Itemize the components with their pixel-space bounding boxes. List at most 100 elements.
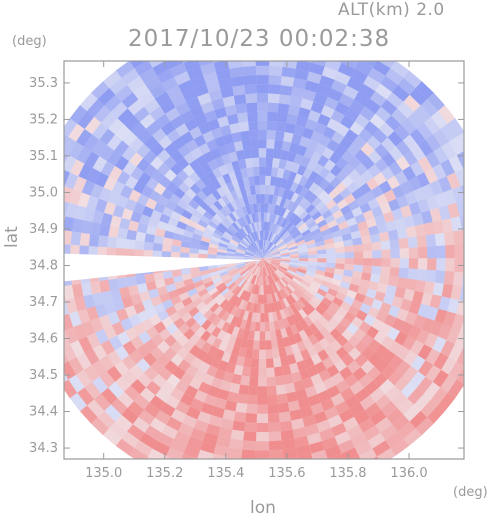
radar-cell xyxy=(409,128,426,146)
radar-cell xyxy=(335,263,345,270)
radar-cell xyxy=(343,295,355,306)
radar-cell xyxy=(260,249,263,259)
radar-cell xyxy=(122,370,138,386)
radar-cell xyxy=(381,249,391,259)
radar-cell xyxy=(376,282,388,294)
radar-cell xyxy=(256,432,269,442)
radar-cell xyxy=(353,328,367,341)
radar-cell xyxy=(241,139,251,150)
radar-cell xyxy=(298,308,308,319)
radar-cell xyxy=(189,344,201,357)
radar-cell xyxy=(150,156,164,170)
radar-cell xyxy=(114,155,130,171)
radar-cell xyxy=(239,279,248,289)
radar-cell xyxy=(64,230,72,245)
radar-cell xyxy=(244,253,254,257)
radar-cell xyxy=(403,215,415,228)
radar-cell xyxy=(189,476,207,489)
radar-cell xyxy=(330,164,343,177)
radar-cell xyxy=(241,48,256,58)
radar-cell xyxy=(296,144,308,157)
radar-cell xyxy=(122,161,137,176)
radar-cell xyxy=(170,210,182,221)
radar-cell xyxy=(317,155,330,167)
radar-cell xyxy=(189,27,207,40)
radar-cell xyxy=(469,213,481,229)
radar-cell xyxy=(325,267,335,274)
radar-cell xyxy=(272,158,280,168)
radar-cell xyxy=(388,146,404,162)
radar-cell xyxy=(459,215,464,231)
radar-cell xyxy=(262,258,272,260)
radar-cell xyxy=(273,301,280,312)
radar-cell xyxy=(268,422,281,433)
radar-cell xyxy=(379,302,392,315)
radar-cell xyxy=(268,84,281,95)
radar-cell xyxy=(327,453,344,459)
radar-cell xyxy=(64,169,70,187)
radar-cell xyxy=(133,106,150,122)
radar-cell xyxy=(314,292,325,302)
radar-cell xyxy=(228,243,238,249)
radar-cell xyxy=(238,299,246,310)
radar-cell xyxy=(150,295,163,307)
radar-cell xyxy=(64,352,69,364)
radar-cell xyxy=(99,279,111,293)
radar-cell xyxy=(312,232,323,240)
radar-cell xyxy=(420,399,438,418)
radar-cell xyxy=(304,80,320,93)
radar-cell xyxy=(84,116,102,135)
radar-cell xyxy=(282,169,291,180)
radar-cell xyxy=(262,249,266,259)
radar-cell xyxy=(268,312,274,322)
radar-cell xyxy=(421,317,435,333)
radar-cell xyxy=(389,267,400,278)
radar-cell xyxy=(366,326,379,339)
radar-cell xyxy=(245,93,257,104)
radar-cell xyxy=(170,340,183,354)
radar-cell xyxy=(311,196,322,208)
radar-cell xyxy=(184,301,196,312)
radar-cell xyxy=(267,394,278,405)
radar-cell xyxy=(280,262,290,266)
radar-cell xyxy=(287,283,296,293)
radar-cell xyxy=(153,321,167,334)
radar-cell xyxy=(234,220,242,230)
radar-cell xyxy=(341,232,353,241)
radar-cell xyxy=(165,305,177,317)
radar-cell xyxy=(217,388,230,401)
radar-cell xyxy=(299,186,309,198)
radar-cell xyxy=(156,285,168,296)
radar-cell xyxy=(259,240,262,250)
radar-cell xyxy=(344,129,359,143)
radar-cell xyxy=(381,166,395,181)
radar-cell xyxy=(390,258,400,268)
radar-cell xyxy=(171,175,184,188)
radar-cell xyxy=(354,149,368,163)
radar-cell xyxy=(429,207,442,222)
radar-cell xyxy=(244,256,254,259)
radar-cell xyxy=(311,211,322,221)
radar-cell xyxy=(134,249,144,259)
radar-cell xyxy=(324,61,342,72)
radar-cell xyxy=(402,365,419,382)
radar-cell xyxy=(251,358,259,368)
radar-cell xyxy=(429,179,444,196)
radar-cell xyxy=(321,228,332,237)
radar-cell xyxy=(268,75,282,86)
radar-cell xyxy=(251,293,257,304)
radar-cell xyxy=(68,311,82,328)
radar-cell xyxy=(271,258,281,261)
radar-cell xyxy=(319,284,330,293)
radar-cell xyxy=(180,252,190,259)
radar-cell xyxy=(302,377,314,389)
radar-cell xyxy=(265,166,272,177)
radar-cell xyxy=(298,248,308,254)
radar-cell xyxy=(76,129,92,147)
radar-cell xyxy=(246,102,258,113)
radar-cell xyxy=(324,292,336,302)
radar-cell xyxy=(265,157,273,168)
radar-cell xyxy=(299,136,311,148)
radar-cell xyxy=(211,98,225,111)
radar-cell xyxy=(390,438,410,456)
